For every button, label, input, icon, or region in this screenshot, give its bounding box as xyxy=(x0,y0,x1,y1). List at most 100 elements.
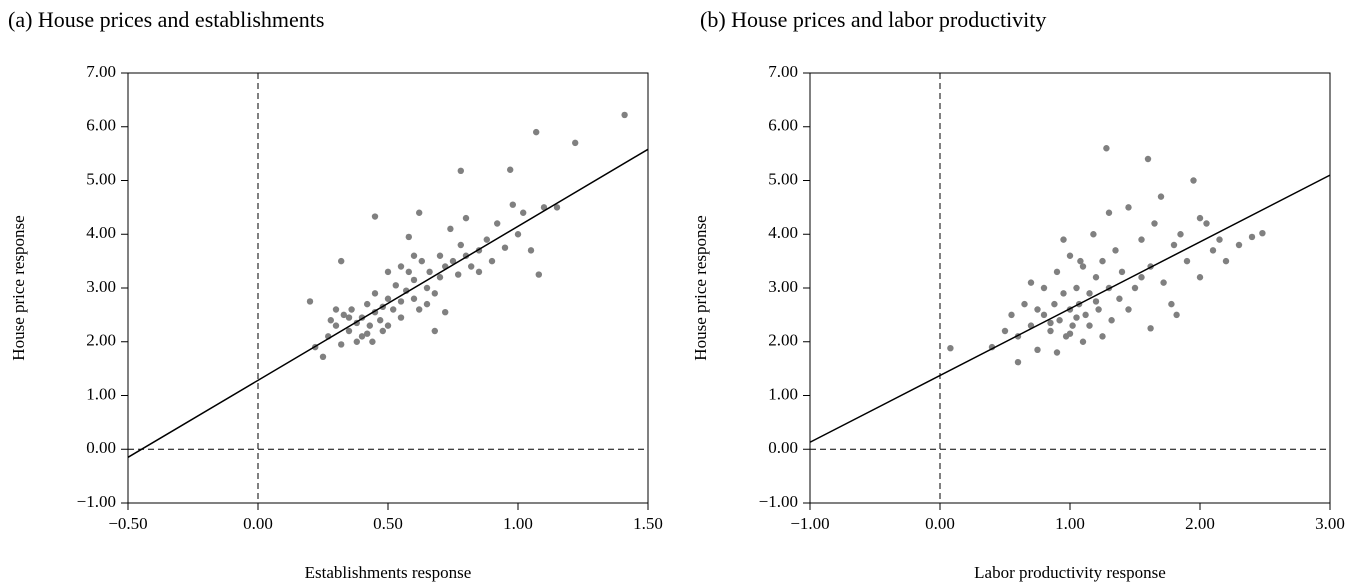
point xyxy=(397,298,405,305)
point xyxy=(423,284,431,292)
point xyxy=(1183,257,1191,265)
chart-title: (b) House prices and labor productivity xyxy=(700,7,1046,32)
plot-frame xyxy=(809,72,1331,504)
point xyxy=(436,252,444,259)
point xyxy=(345,327,353,335)
point xyxy=(1021,300,1028,308)
point xyxy=(377,317,384,324)
chart-title: (a) House prices and establishments xyxy=(8,7,324,32)
y-tick-label: 3.00 xyxy=(86,277,116,296)
point xyxy=(1082,311,1089,319)
point xyxy=(410,295,418,302)
point xyxy=(1209,247,1217,254)
point xyxy=(527,247,535,254)
y-tick-label: −1.00 xyxy=(759,492,798,511)
y-tick-label: 2.00 xyxy=(86,331,116,350)
point xyxy=(514,231,522,238)
point xyxy=(1027,279,1035,286)
point xyxy=(1235,241,1243,249)
point xyxy=(390,306,397,313)
y-axis-label: House price response xyxy=(691,215,710,360)
y-tick-label: 4.00 xyxy=(86,223,116,242)
y-tick-label: 1.00 xyxy=(86,384,116,403)
point xyxy=(1160,279,1167,286)
point xyxy=(366,322,373,329)
point xyxy=(1105,209,1113,216)
point xyxy=(379,327,386,335)
point xyxy=(1259,229,1266,237)
y-tick-label: 0.00 xyxy=(768,438,798,457)
y-tick-label: 4.00 xyxy=(768,223,798,242)
point xyxy=(1086,322,1093,329)
fit-line xyxy=(127,148,649,458)
point xyxy=(1116,295,1123,302)
point xyxy=(1144,155,1152,163)
point xyxy=(1131,284,1139,292)
y-axis-label: House price response xyxy=(9,215,28,360)
point xyxy=(462,214,470,222)
point xyxy=(397,263,405,270)
point xyxy=(1170,241,1178,249)
point xyxy=(1086,290,1093,297)
x-tick-label: 1.50 xyxy=(633,514,663,533)
point xyxy=(1177,231,1184,238)
point xyxy=(1008,311,1015,319)
y-tick-label: 5.00 xyxy=(86,169,116,188)
point xyxy=(442,308,449,316)
point xyxy=(468,263,475,270)
point xyxy=(431,290,438,297)
point xyxy=(371,290,379,297)
point xyxy=(1125,204,1132,211)
x-tick-label: 2.00 xyxy=(1185,514,1215,533)
point xyxy=(1118,268,1126,276)
point xyxy=(332,306,340,313)
x-tick-label: 1.00 xyxy=(1055,514,1085,533)
point xyxy=(1001,327,1009,335)
point xyxy=(1014,358,1022,366)
point xyxy=(1079,338,1087,345)
point xyxy=(449,257,457,265)
point xyxy=(947,345,954,352)
point xyxy=(1196,214,1204,222)
y-tick-label: 7.00 xyxy=(86,62,116,81)
point xyxy=(364,330,371,337)
point xyxy=(1222,257,1230,265)
point xyxy=(340,311,347,319)
point xyxy=(397,314,405,321)
point xyxy=(405,233,412,241)
point xyxy=(1051,300,1058,308)
point xyxy=(1248,233,1256,241)
y-tick-label: 3.00 xyxy=(768,277,798,296)
point xyxy=(327,317,334,324)
point xyxy=(1099,257,1106,265)
point xyxy=(1053,268,1061,276)
point xyxy=(457,167,464,175)
point xyxy=(1047,327,1054,335)
y-tick-label: 1.00 xyxy=(768,384,798,403)
point xyxy=(1138,274,1145,281)
point xyxy=(447,225,454,233)
y-tick-label: 7.00 xyxy=(768,62,798,81)
point xyxy=(358,333,366,340)
point xyxy=(1066,330,1074,337)
point xyxy=(535,271,542,278)
point xyxy=(364,300,371,308)
point xyxy=(410,276,418,284)
point xyxy=(1053,349,1061,356)
point xyxy=(1060,236,1067,243)
y-tick-label: 0.00 xyxy=(86,438,116,457)
x-tick-label: −1.00 xyxy=(790,514,829,533)
point xyxy=(1073,284,1080,292)
point xyxy=(483,236,490,243)
point xyxy=(553,204,561,211)
x-tick-label: 1.00 xyxy=(503,514,533,533)
point xyxy=(1034,306,1041,313)
x-tick-label: 0.00 xyxy=(243,514,273,533)
y-tick-label: 5.00 xyxy=(768,169,798,188)
y-tick-label: 2.00 xyxy=(768,331,798,350)
plot-frame xyxy=(127,72,649,504)
point xyxy=(1034,346,1041,354)
point xyxy=(1047,319,1054,327)
